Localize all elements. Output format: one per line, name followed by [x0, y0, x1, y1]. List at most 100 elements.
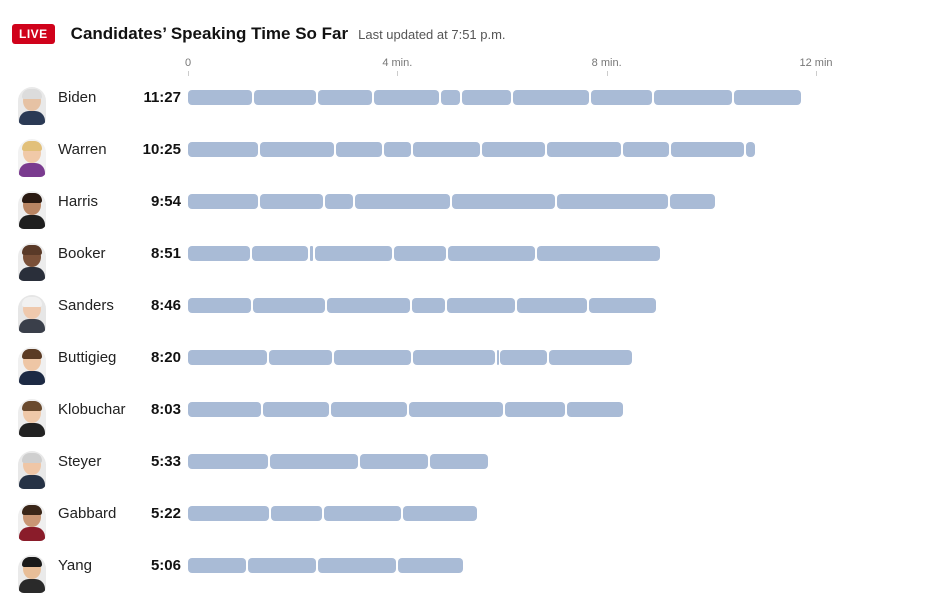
- speaking-segment: [549, 350, 633, 365]
- speaking-segment: [355, 194, 450, 209]
- speaking-segment: [536, 246, 661, 261]
- speaking-segment: [429, 454, 488, 469]
- speaking-segment: [547, 142, 621, 157]
- speaking-segment: [263, 402, 330, 417]
- speaking-segment: [259, 194, 323, 209]
- candidate-avatar: [18, 451, 46, 489]
- candidate-name: Sanders: [58, 297, 114, 314]
- speaking-segment: [451, 194, 555, 209]
- x-tick-label: 8 min.: [591, 57, 622, 69]
- candidate-avatar: [18, 347, 46, 385]
- candidate-avatar: [18, 87, 46, 125]
- candidate-name: Buttigieg: [58, 349, 117, 366]
- candidate-avatar: [18, 399, 46, 437]
- speaking-segment: [359, 454, 428, 469]
- candidate-name: Harris: [58, 193, 98, 210]
- speaking-segment: [188, 142, 258, 157]
- speaking-segment: [324, 194, 354, 209]
- speaking-segment: [505, 402, 566, 417]
- candidate-avatar: [18, 503, 46, 541]
- candidate-row-biden: Biden 11:27: [0, 82, 927, 134]
- speaking-time-bar: [0, 134, 927, 186]
- x-tick-mark: [188, 71, 189, 76]
- speaking-segment: [448, 246, 535, 261]
- speaking-segment: [188, 454, 269, 469]
- speaking-segment: [269, 350, 332, 365]
- speaking-segment: [622, 142, 670, 157]
- speaking-segment: [188, 246, 250, 261]
- speaking-segment: [188, 194, 258, 209]
- speaking-segment: [251, 246, 309, 261]
- speaking-segment: [334, 350, 411, 365]
- candidate-row-gabbard: Gabbard 5:22: [0, 498, 927, 550]
- x-tick-label: 12 min: [799, 57, 833, 69]
- candidate-row-warren: Warren 10:25: [0, 134, 927, 186]
- speaking-segment: [556, 194, 668, 209]
- speaking-segment: [446, 298, 515, 313]
- speaking-segment: [384, 142, 411, 157]
- speaking-time-label: 5:06: [150, 557, 181, 574]
- speaking-segment: [482, 142, 545, 157]
- speaking-time-label: 8:51: [150, 245, 181, 262]
- speaking-time-bar: [0, 342, 927, 394]
- speaking-segment: [317, 558, 397, 573]
- speaking-segment: [462, 90, 511, 105]
- speaking-segment: [318, 90, 373, 105]
- speaking-segment: [271, 506, 323, 521]
- speaking-segment: [188, 402, 262, 417]
- speaking-time-label: 8:03: [150, 401, 181, 418]
- speaking-segment: [314, 246, 392, 261]
- speaking-segment: [331, 402, 407, 417]
- speaking-time-bar: [0, 446, 927, 498]
- candidate-row-klobuchar: Klobuchar 8:03: [0, 394, 927, 446]
- candidate-name: Klobuchar: [58, 401, 126, 418]
- speaking-time-bar: [0, 550, 927, 602]
- candidate-name: Warren: [58, 141, 107, 158]
- speaking-segment: [188, 558, 246, 573]
- x-tick-mark: [816, 71, 817, 76]
- speaking-segment: [188, 506, 270, 521]
- speaking-time-bar: [0, 238, 927, 290]
- speaking-segment: [746, 142, 756, 157]
- candidate-name: Yang: [58, 557, 92, 574]
- candidate-avatar: [18, 295, 46, 333]
- speaking-time-label: 5:22: [150, 505, 181, 522]
- chart-title: Candidates’ Speaking Time So Far: [70, 24, 349, 43]
- speaking-time-label: 9:54: [150, 193, 181, 210]
- speaking-segment: [516, 298, 587, 313]
- speaking-segment: [254, 90, 317, 105]
- speaking-segment: [403, 506, 478, 521]
- speaking-segment: [310, 246, 313, 261]
- candidate-avatar: [18, 243, 46, 281]
- candidate-name: Booker: [58, 245, 106, 262]
- candidate-avatar: [18, 191, 46, 229]
- speaking-segment: [326, 298, 410, 313]
- speaking-segment: [259, 142, 335, 157]
- speaking-time-bar: [0, 82, 927, 134]
- speaking-segment: [588, 298, 656, 313]
- candidate-name: Steyer: [58, 453, 102, 470]
- speaking-segment: [398, 558, 464, 573]
- speaking-segment: [408, 402, 504, 417]
- speaking-segment: [669, 194, 715, 209]
- candidate-row-harris: Harris 9:54: [0, 186, 927, 238]
- speaking-segment: [270, 454, 358, 469]
- chart-header: LIVE Candidates’ Speaking Time So Far La…: [12, 22, 506, 46]
- x-tick-mark: [397, 71, 399, 76]
- speaking-segment: [734, 90, 801, 105]
- speaking-segment: [393, 246, 447, 261]
- speaking-segment: [253, 298, 325, 313]
- speaking-segment: [654, 90, 733, 105]
- speaking-segment: [324, 506, 402, 521]
- candidate-avatar: [18, 139, 46, 177]
- speaking-segment: [500, 350, 548, 365]
- speaking-segment: [567, 402, 623, 417]
- speaking-time-label: 11:27: [143, 89, 181, 106]
- speaking-time-label: 10:25: [142, 141, 181, 158]
- speaking-segment: [188, 298, 252, 313]
- candidate-row-yang: Yang 5:06: [0, 550, 927, 602]
- speaking-segment: [188, 90, 253, 105]
- speaking-time-label: 5:33: [150, 453, 181, 470]
- x-tick-label: 0: [184, 57, 192, 69]
- candidate-row-booker: Booker 8:51: [0, 238, 927, 290]
